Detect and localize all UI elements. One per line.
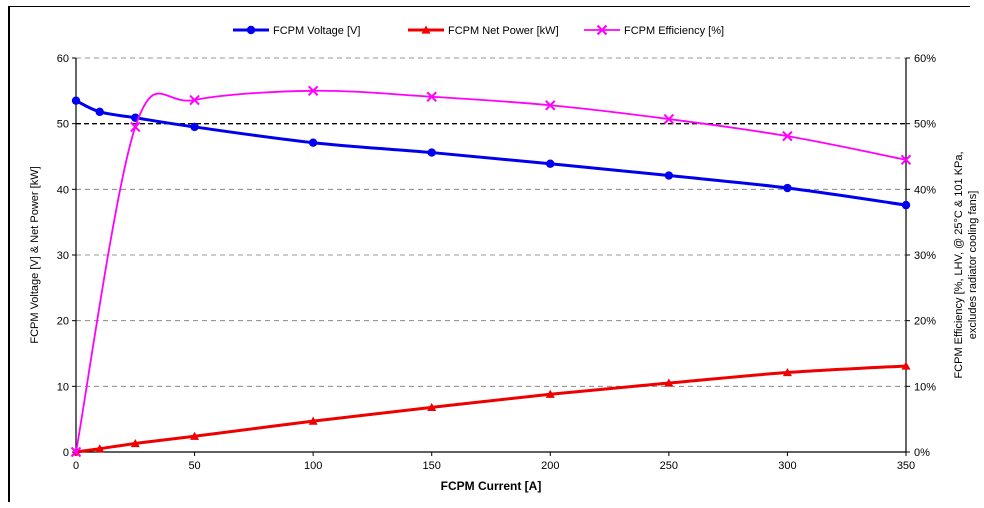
y2-axis-label-line1: FCPM Efficiency [%, LHV, @ 25°C & 101 KP…: [953, 151, 965, 378]
x-tick-label: 50: [188, 460, 200, 472]
data-point: [189, 94, 200, 106]
series-group: [70, 85, 912, 458]
x-tick-label: 100: [304, 460, 322, 472]
y-tick-label: 40: [57, 184, 69, 196]
data-point: [190, 431, 200, 440]
legend-label: FCPM Efficiency [%]: [624, 25, 724, 37]
y2-tick-label: 20%: [914, 316, 936, 328]
data-point: [545, 100, 556, 111]
data-point: [308, 416, 318, 425]
x-tick-label: 200: [541, 460, 559, 472]
legend-marker: [246, 25, 256, 35]
legend-marker: [421, 25, 431, 34]
data-point: [95, 444, 105, 453]
x-axis-label: FCPM Current [A]: [441, 479, 542, 493]
y-tick-label: 50: [57, 119, 69, 131]
data-point: [130, 438, 140, 448]
series-fcpm-net-power-kw: [71, 361, 911, 456]
y-axis-label: FCPM Voltage [V] & Net Power [kW]: [29, 166, 41, 343]
y2-tick-label: 60%: [914, 53, 936, 65]
x-tick-label: 300: [778, 460, 796, 472]
data-point: [307, 85, 319, 97]
data-point: [95, 107, 104, 117]
data-point: [545, 389, 555, 398]
legend-entry: FCPM Voltage [V]: [233, 25, 360, 37]
data-point: [427, 148, 436, 157]
y-tick-label: 0: [63, 447, 69, 459]
y2-axis-label-line2: excludes radiator cooling fans]: [967, 191, 979, 340]
y2-tick-label: 0%: [914, 447, 930, 459]
data-point: [783, 183, 792, 193]
data-point: [900, 154, 912, 165]
y-tick-label: 30: [57, 250, 69, 262]
legend-label: FCPM Net Power [kW]: [448, 25, 559, 37]
series-fcpm-voltage-v: [71, 96, 911, 210]
series-line-fcpm-voltage-v: [75, 99, 907, 207]
y2-tick-label: 10%: [914, 381, 936, 393]
gridlines: [76, 57, 906, 387]
x-tick-label: 350: [897, 460, 915, 472]
x-tick-label: 250: [660, 460, 678, 472]
data-point: [664, 378, 674, 387]
axes: 0 10 20 30 40 50 60 0% 10% 20% 30% 40% 50% 60% 0 50 100 1…: [57, 53, 936, 472]
data-point: [308, 138, 318, 147]
data-point: [664, 171, 674, 180]
x-tick-label: 150: [423, 460, 441, 472]
legend-entry: FCPM Efficiency [%]: [584, 24, 724, 37]
data-point: [130, 121, 141, 133]
legend: FCPM Voltage [V] FCPM Net Power [kW] FCPM …: [233, 24, 724, 37]
y2-tick-label: 30%: [914, 250, 936, 262]
data-point: [70, 446, 82, 458]
x-tick-label: 0: [73, 460, 79, 472]
data-point: [782, 130, 793, 142]
series-line-fcpm-net-power-kw: [75, 364, 907, 454]
data-point: [427, 402, 437, 411]
data-point: [663, 113, 675, 125]
y2-tick-label: 40%: [914, 184, 936, 196]
data-point: [426, 91, 437, 102]
series-fcpm-efficiency: [70, 85, 912, 458]
y-tick-label: 20: [57, 316, 69, 328]
y-tick-label: 10: [57, 381, 69, 393]
y2-tick-label: 50%: [914, 119, 936, 131]
data-point: [901, 200, 911, 210]
y-tick-label: 60: [57, 53, 69, 65]
chart-frame: [8, 6, 970, 502]
legend-label: FCPM Voltage [V]: [273, 25, 360, 37]
legend-marker: [596, 24, 608, 36]
data-point: [71, 96, 81, 105]
series-line-fcpm-efficiency: [75, 89, 907, 453]
data-point: [782, 368, 792, 377]
data-point: [190, 122, 199, 132]
data-point: [546, 159, 555, 168]
legend-entry: FCPM Net Power [kW]: [408, 25, 559, 37]
data-point: [901, 361, 911, 370]
